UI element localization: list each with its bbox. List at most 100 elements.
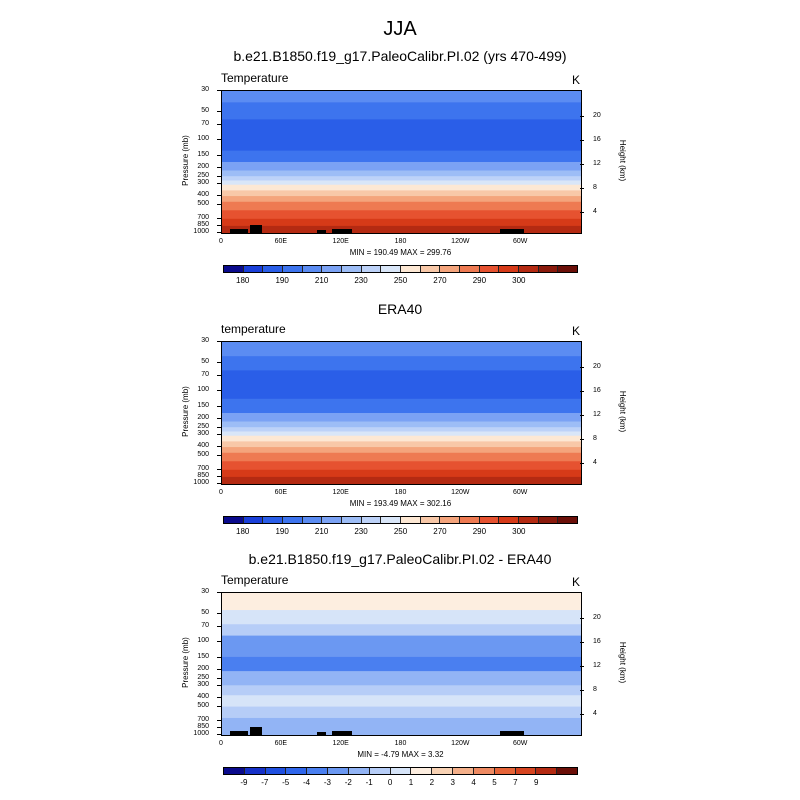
- contour-band: [222, 635, 581, 658]
- pressure-tick-label: 400: [197, 692, 209, 700]
- longitude-tick-label: 60E: [274, 489, 288, 496]
- pressure-tick: [217, 696, 221, 698]
- pressure-tick-label: 30: [201, 86, 209, 93]
- pressure-tick: [217, 454, 221, 456]
- y-axis-title-right: Height (km): [618, 139, 628, 182]
- longitude-tick-label: 120E: [332, 489, 349, 496]
- colorbar-swatch: [328, 768, 349, 774]
- colorbar: [223, 265, 578, 273]
- height-tick: [580, 163, 584, 165]
- colorbar-swatch: [361, 266, 382, 272]
- height-tick-label: 20: [593, 613, 601, 621]
- colorbar-label: 270: [433, 527, 447, 536]
- contour-band: [222, 452, 581, 462]
- colorbar-label: 250: [393, 527, 408, 536]
- colorbar-label: 0: [387, 778, 393, 787]
- longitude-tick-label: 120W: [451, 740, 470, 747]
- colorbar-swatch: [558, 266, 578, 272]
- contour-band: [222, 476, 581, 484]
- pressure-tick-label: 500: [197, 199, 209, 207]
- longitude-tick-label: 0: [219, 238, 223, 245]
- pressure-tick-label: 1000: [193, 479, 209, 486]
- pressure-tick-label: 200: [197, 413, 209, 421]
- colorbar-swatch: [432, 768, 454, 774]
- contour-band: [222, 119, 581, 152]
- colorbar-label: 1: [408, 778, 414, 787]
- pressure-tick: [217, 483, 221, 484]
- min-max-stats: MIN = 190.49 MAX = 299.76: [349, 248, 452, 257]
- height-tick-label: 16: [593, 135, 601, 143]
- contour-band: [222, 431, 581, 437]
- colorbar-label: 230: [354, 527, 368, 536]
- height-tick: [580, 139, 584, 141]
- colorbar-swatch: [515, 768, 537, 774]
- contour-band: [222, 656, 581, 672]
- pressure-tick: [217, 668, 221, 670]
- topography-mask: [317, 230, 326, 233]
- pressure-tick: [217, 361, 221, 363]
- pressure-tick: [217, 110, 221, 112]
- colorbar-label: 290: [472, 276, 487, 285]
- variable-name: Temperature: [221, 573, 289, 587]
- pressure-tick-label: 400: [197, 441, 209, 449]
- longitude-tick-label: 120E: [332, 238, 349, 245]
- colorbar-label: 300: [512, 527, 526, 536]
- contour-band: [222, 184, 581, 191]
- pressure-tick: [217, 124, 221, 126]
- y-axis-title-right: Height (km): [618, 390, 628, 433]
- height-tick: [580, 689, 584, 691]
- colorbar-swatch: [322, 517, 343, 523]
- pressure-tick-label: 700: [197, 213, 209, 221]
- pressure-tick-label: 150: [197, 653, 209, 661]
- colorbar: [223, 767, 578, 775]
- pressure-tick: [217, 375, 221, 377]
- main-title: JJA: [383, 18, 417, 40]
- pressure-tick-label: 1000: [193, 730, 209, 737]
- colorbar-swatch: [453, 768, 474, 774]
- pressure-tick: [217, 203, 221, 205]
- height-tick-label: 12: [593, 661, 601, 669]
- height-tick-label: 8: [593, 685, 597, 693]
- colorbar-swatch: [342, 517, 362, 523]
- pressure-tick: [217, 341, 221, 342]
- topography-mask: [250, 727, 262, 735]
- colorbar-label: 5: [492, 778, 497, 787]
- height-tick-label: 16: [593, 637, 601, 645]
- colorbar-label: 9: [534, 778, 539, 787]
- contour-band: [222, 685, 581, 696]
- colorbar-label: 180: [236, 527, 250, 536]
- pressure-tick: [217, 217, 221, 219]
- pressure-tick-label: 500: [197, 701, 209, 709]
- height-tick: [580, 366, 584, 368]
- min-max-stats: MIN = -4.79 MAX = 3.32: [357, 750, 444, 759]
- pressure-tick-label: 70: [201, 371, 209, 379]
- contour-band: [222, 695, 581, 708]
- colorbar-label: 190: [275, 276, 289, 285]
- contour-band: [222, 342, 581, 357]
- panel-title: b.e21.B1850.f19_g17.PaleoCalibr.PI.02 - …: [248, 551, 552, 567]
- colorbar-swatch: [286, 768, 308, 774]
- contour-band: [222, 91, 581, 103]
- colorbar-label: -5: [282, 778, 290, 787]
- pressure-tick: [217, 426, 221, 428]
- pressure-tick-label: 300: [197, 681, 209, 689]
- colorbar-label: -9: [240, 778, 248, 787]
- colorbar: [223, 516, 578, 524]
- pressure-tick-label: 70: [201, 622, 209, 630]
- colorbar-swatch: [557, 768, 578, 774]
- colorbar-swatch: [460, 266, 480, 272]
- pressure-tick-label: 850: [197, 723, 209, 731]
- pressure-tick-label: 400: [197, 190, 209, 198]
- contour-band: [222, 717, 581, 735]
- height-tick: [580, 212, 584, 214]
- pressure-tick: [217, 476, 221, 478]
- longitude-tick-label: 60E: [274, 238, 288, 245]
- pressure-tick-label: 700: [197, 715, 209, 723]
- pressure-tick: [217, 719, 221, 721]
- colorbar-swatch: [519, 266, 539, 272]
- colorbar-swatch: [536, 768, 558, 774]
- pressure-tick: [217, 626, 221, 628]
- contour-band: [222, 469, 581, 478]
- contour-band: [222, 356, 581, 371]
- contour-band: [222, 593, 581, 611]
